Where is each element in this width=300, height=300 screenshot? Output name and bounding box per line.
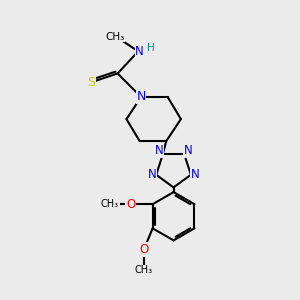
Text: N: N — [183, 144, 192, 157]
Text: N: N — [191, 168, 200, 181]
Text: O: O — [139, 243, 148, 256]
Text: N: N — [155, 144, 164, 157]
Text: N: N — [147, 168, 156, 181]
Text: CH₃: CH₃ — [101, 199, 119, 209]
Text: H: H — [147, 43, 155, 53]
Text: N: N — [136, 91, 146, 103]
Text: S: S — [87, 76, 95, 89]
Text: N: N — [135, 45, 144, 58]
Text: CH₃: CH₃ — [135, 265, 153, 275]
Text: CH₃: CH₃ — [105, 32, 124, 42]
Text: O: O — [126, 198, 135, 211]
